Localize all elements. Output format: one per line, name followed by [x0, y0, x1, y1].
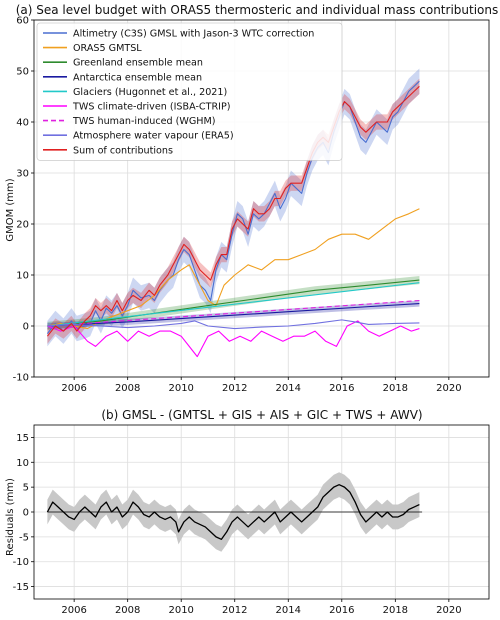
panel-a-ytick-label: 20 — [16, 220, 29, 231]
panel-b-lines — [46, 484, 423, 540]
panel-a: (a) Sea level budget with ORAS5 thermost… — [5, 3, 498, 394]
panel-b-xtick-label: 2016 — [329, 605, 354, 616]
panel-b-ticks: 2006 2008 2010 2012 2014 2016 2018 2020 -15 -10 -5… — [13, 433, 462, 616]
series-a-4-line — [47, 282, 420, 327]
panel-a-ytick-label: -10 — [13, 373, 29, 384]
panel-b-xtick-label: 2010 — [168, 605, 193, 616]
panel-a-ytick-label: 0 — [23, 322, 29, 333]
panel-b-ytick-label: 10 — [16, 458, 29, 469]
panel-a-ytick-label: 50 — [16, 67, 29, 78]
panel-a-xtick-label: 2012 — [222, 383, 247, 394]
panel-b-xtick-label: 2020 — [436, 605, 461, 616]
panel-b-ylabel: Residuals (mm) — [5, 478, 16, 556]
panel-a-xtick-label: 2018 — [383, 383, 408, 394]
panel-b-ytick-label: 15 — [16, 433, 29, 444]
series-a-7-line — [47, 319, 420, 330]
legend-entry: Greenland ensemble mean — [73, 58, 203, 69]
panel-a-xtick-label: 2014 — [276, 383, 301, 394]
panel-b-xtick-label: 2014 — [276, 605, 301, 616]
panel-b-ytick-label: 5 — [23, 483, 29, 494]
legend-frame — [36, 22, 343, 161]
panel-b-ytick-label: -5 — [19, 532, 29, 543]
panel-b: (b) GMSL - (GMTSL + GIS + AIS + GIC + TW… — [5, 408, 490, 616]
panel-a-xtick-label: 2006 — [61, 383, 86, 394]
panel-a-ytick-label: 40 — [16, 118, 29, 129]
panel-b-ytick-label: -10 — [13, 557, 29, 568]
series-a-6-line — [47, 299, 420, 327]
legend-entry: Altimetry (C3S) GMSL with Jason-3 WTC co… — [73, 29, 314, 40]
panel-a-xtick-label: 2008 — [115, 383, 140, 394]
panel-a-title: (a) Sea level budget with ORAS5 thermost… — [16, 3, 499, 17]
panel-a-ytick-label: 30 — [16, 169, 29, 180]
panel-a-xtick-label: 2010 — [168, 383, 193, 394]
legend-entry: Glaciers (Hugonnet et al., 2021) — [73, 87, 227, 98]
panel-b-xtick-label: 2018 — [383, 605, 408, 616]
panel-b-frame — [33, 424, 490, 600]
panel-b-xtick-label: 2008 — [115, 605, 140, 616]
panel-a-xtick-label: 2016 — [329, 383, 354, 394]
legend-entry: TWS climate-driven (ISBA-CTRIP) — [72, 102, 231, 113]
panel-a-ytick-label: 60 — [16, 16, 29, 27]
legend-entry: TWS human-induced (WGHM) — [72, 116, 216, 127]
legend-entry: Antarctica ensemble mean — [73, 72, 202, 83]
series-a-8-line — [46, 85, 420, 337]
series-a-2-line — [47, 279, 420, 327]
panel-b-xtick-label: 2006 — [61, 605, 86, 616]
panel-a-ticks: 2006 2008 2010 2012 2014 2016 2018 2020 -10 0 10 20… — [13, 16, 462, 395]
series-a-3-line — [47, 303, 420, 327]
series-b-0-line — [46, 484, 420, 540]
legend-entry: Atmosphere water vapour (ERA5) — [73, 131, 234, 142]
panel-a-ytick-label: 10 — [16, 271, 29, 282]
panel-a-legend: Altimetry (C3S) GMSL with Jason-3 WTC co… — [36, 22, 343, 161]
panel-b-ytick-label: 0 — [23, 508, 29, 519]
panel-b-ytick-label: -15 — [13, 582, 29, 593]
panel-a-xtick-label: 2020 — [436, 383, 461, 394]
series-a-1-line — [47, 208, 420, 330]
panel-a-frame — [33, 19, 490, 378]
legend-entry: ORAS5 GMTSL — [73, 43, 142, 54]
panel-a-lines — [46, 80, 420, 358]
panel-b-title: (b) GMSL - (GMTSL + GIS + AIS + GIC + TW… — [101, 408, 422, 422]
panel-a-ylabel: GMOM (mm) — [5, 178, 16, 241]
panel-b-xtick-label: 2012 — [222, 605, 247, 616]
series-a-0-line — [46, 80, 420, 334]
legend-entry: Sum of contributions — [73, 145, 173, 156]
